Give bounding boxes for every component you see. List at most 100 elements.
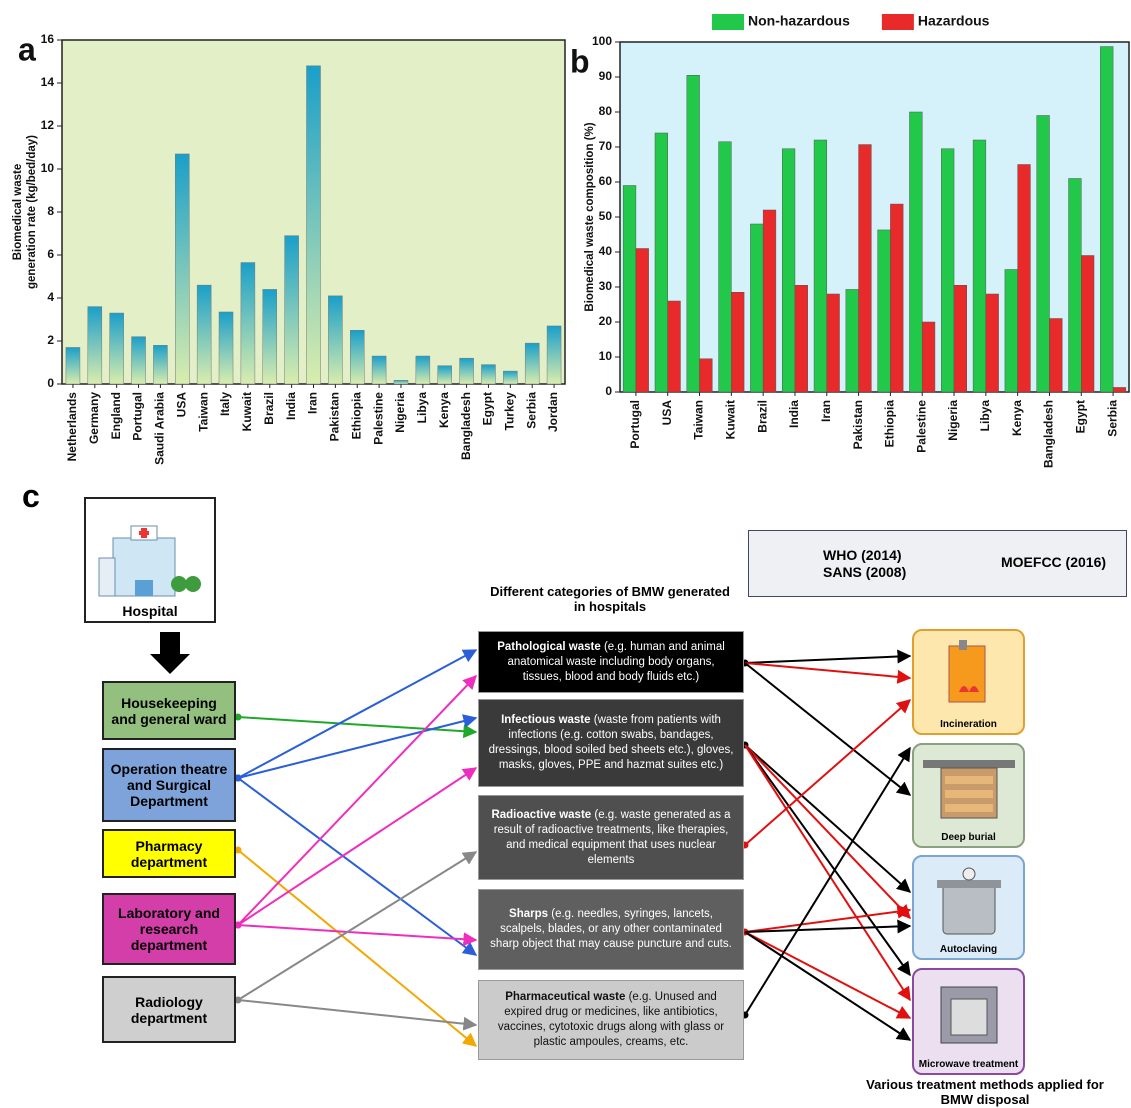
category-name: Pharmaceutical waste xyxy=(505,991,625,1003)
source-box: Pharmacy department xyxy=(102,829,236,878)
x-tick-label: Iran xyxy=(306,392,320,414)
bar xyxy=(636,249,649,393)
category-name: Pathological waste xyxy=(497,641,601,653)
y-tick-label: 8 xyxy=(47,204,54,218)
hospital-icon xyxy=(95,518,205,603)
bar xyxy=(1081,256,1094,393)
bar xyxy=(372,356,386,384)
bar xyxy=(241,263,255,384)
category-box: Pharmaceutical waste (e.g. Unused and ex… xyxy=(478,980,744,1060)
bar xyxy=(859,145,872,392)
bar xyxy=(1037,116,1050,393)
legend-swatch xyxy=(882,14,914,30)
x-tick-label: Nigeria xyxy=(393,392,407,433)
x-tick-label: USA xyxy=(174,392,188,418)
incinerator-icon xyxy=(919,640,1019,710)
bar xyxy=(88,307,102,384)
panel-label: a xyxy=(18,31,36,67)
bar xyxy=(719,142,732,392)
category-name: Radioactive waste xyxy=(491,809,591,821)
arrow xyxy=(745,745,910,892)
panel-label: c xyxy=(22,478,40,515)
x-tick-label: Kenya xyxy=(437,392,451,428)
x-tick-label: Egypt xyxy=(1073,400,1087,433)
x-tick-label: Libya xyxy=(978,400,992,432)
y-tick-label: 30 xyxy=(599,279,613,293)
bar xyxy=(623,186,636,393)
autoclave-icon xyxy=(919,866,1019,936)
category-box: Infectious waste (waste from patients wi… xyxy=(478,699,744,787)
x-tick-label: India xyxy=(787,400,801,428)
arrow xyxy=(238,1000,476,1025)
y-axis-label: Biomedical waste composition (%) xyxy=(584,122,596,311)
y-tick-label: 4 xyxy=(47,290,54,304)
burial-icon xyxy=(919,754,1019,824)
y-tick-label: 6 xyxy=(47,247,54,261)
y-tick-label: 12 xyxy=(41,118,55,132)
panel-label: b xyxy=(570,43,590,79)
treatment-box: Incineration xyxy=(912,629,1025,735)
hospital-box: Hospital xyxy=(84,497,216,623)
treatment-box: Deep burial xyxy=(912,743,1025,848)
source-box: Laboratory and research department xyxy=(102,893,236,965)
treatment-label: Deep burial xyxy=(914,832,1023,843)
x-tick-label: Iran xyxy=(819,400,833,422)
y-tick-label: 10 xyxy=(41,161,55,175)
bar xyxy=(731,292,744,392)
bar xyxy=(153,345,167,384)
x-tick-label: Jordan xyxy=(546,392,560,432)
bar xyxy=(66,347,80,384)
figure: aBiomedical wastegeneration rate (kg/bed… xyxy=(0,0,1131,1108)
x-tick-label: Taiwan xyxy=(196,392,210,432)
legend-label: MOEFCC (2016) xyxy=(1001,554,1106,570)
bar xyxy=(219,312,233,384)
bar xyxy=(547,326,561,384)
x-tick-label: Portugal xyxy=(628,400,642,449)
legend-label: SANS (2008) xyxy=(823,564,906,580)
y-tick-label: 80 xyxy=(599,104,613,118)
y-tick-label: 10 xyxy=(599,349,613,363)
x-tick-label: Brazil xyxy=(262,392,276,425)
x-tick-label: Brazil xyxy=(755,400,769,433)
category-box: Pathological waste (e.g. human and anima… xyxy=(478,631,744,693)
treatment-box: Microwave treatment xyxy=(912,968,1025,1075)
bar xyxy=(394,380,408,384)
y-tick-label: 50 xyxy=(599,209,613,223)
microwave-icon xyxy=(919,983,1019,1047)
treatments-heading: Various treatment methods applied for BM… xyxy=(860,1077,1110,1107)
bar xyxy=(525,343,539,384)
x-tick-label: Serbia xyxy=(1105,400,1119,437)
bar xyxy=(307,66,321,384)
y-tick-label: 20 xyxy=(599,314,613,328)
arrow xyxy=(745,700,910,845)
bar xyxy=(827,294,840,392)
category-name: Sharps xyxy=(509,908,548,920)
legend-label: Hazardous xyxy=(918,13,990,29)
x-tick-label: Palestine xyxy=(371,392,385,445)
y-tick-label: 60 xyxy=(599,174,613,188)
y-tick-label: 90 xyxy=(599,69,613,83)
categories-heading: Different categories of BMW generated in… xyxy=(490,584,730,614)
bar xyxy=(782,149,795,392)
bar xyxy=(285,236,299,384)
arrow xyxy=(745,745,910,975)
x-tick-label: Serbia xyxy=(524,392,538,429)
bar xyxy=(416,356,430,384)
x-tick-label: Germany xyxy=(87,392,101,444)
bar xyxy=(175,154,189,384)
treatment-box: Autoclaving xyxy=(912,855,1025,960)
bar xyxy=(460,358,474,384)
x-tick-label: Portugal xyxy=(131,392,145,441)
arrow xyxy=(238,717,476,732)
y-tick-label: 40 xyxy=(599,244,613,258)
arrow xyxy=(745,663,910,678)
arrow xyxy=(745,932,910,1040)
y-tick-label: 0 xyxy=(605,384,612,398)
bar xyxy=(700,359,713,392)
treatment-label: Microwave treatment xyxy=(914,1059,1023,1070)
x-tick-label: Pakistan xyxy=(328,392,342,441)
arrow xyxy=(238,850,476,1046)
bar xyxy=(763,210,776,392)
source-box: Housekeeping and general ward xyxy=(102,681,236,740)
bar xyxy=(110,313,124,384)
